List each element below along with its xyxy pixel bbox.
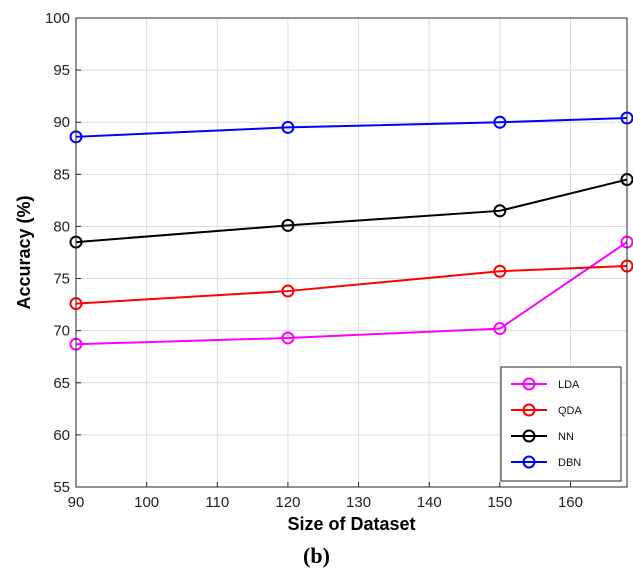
legend-marker-qda [522,403,536,417]
data-point-dbn [281,120,295,134]
legend: LDA QDA NN DBN [500,366,622,482]
y-tick-label: 60 [53,427,70,444]
data-point-qda [281,284,295,298]
y-tick-label: 95 [53,62,70,79]
series-line-lda [75,241,628,346]
legend-label-nn: NN [558,431,574,443]
plot-frame [75,17,628,488]
data-point-dbn [493,115,507,129]
x-tick-label: 120 [275,494,300,511]
x-tick-label: 90 [68,494,85,511]
data-point-lda [493,322,507,336]
legend-item-qda: QDA [511,403,583,417]
legend-marker-nn [522,429,536,443]
axis-ticks: 90 100 110 120 130 140 150 160 55 60 65 70 75 80 85 90 9… [45,10,583,511]
x-tick-label: 100 [134,494,159,511]
legend-label-qda: QDA [558,405,583,417]
figure-caption: (b) [303,543,330,568]
y-tick-label: 70 [53,323,70,340]
legend-item-dbn: DBN [511,455,581,469]
x-tick-label: 110 [205,494,229,511]
data-point-nn [493,204,507,218]
legend-label-dbn: DBN [558,457,581,469]
y-axis-title: Accuracy (%) [14,195,34,309]
x-tick-label: 130 [346,494,371,511]
y-tick-label: 75 [53,271,70,288]
data-point-lda [281,331,295,345]
x-tick-label: 150 [487,494,512,511]
series-line-dbn [75,117,628,138]
legend-item-lda: LDA [511,377,580,391]
x-tick-label: 140 [417,494,442,511]
legend-marker-dbn [522,455,536,469]
line-chart: 90 100 110 120 130 140 150 160 55 60 65 70 75 80 85 90 9… [14,10,633,534]
x-axis-title: Size of Dataset [287,514,415,534]
y-tick-label: 90 [53,114,70,131]
legend-item-nn: NN [511,429,574,443]
y-tick-label: 80 [53,218,70,235]
y-tick-label: 65 [53,375,70,392]
legend-label-lda: LDA [558,379,580,391]
y-tick-label: 85 [53,166,70,183]
series-line-qda [75,265,628,305]
data-point-qda [493,264,507,278]
series-line-nn [75,178,628,244]
data-point-nn [281,218,295,232]
y-tick-label: 55 [53,479,70,496]
y-tick-label: 100 [45,10,70,27]
legend-marker-lda [522,377,536,391]
x-tick-label: 160 [558,494,583,511]
